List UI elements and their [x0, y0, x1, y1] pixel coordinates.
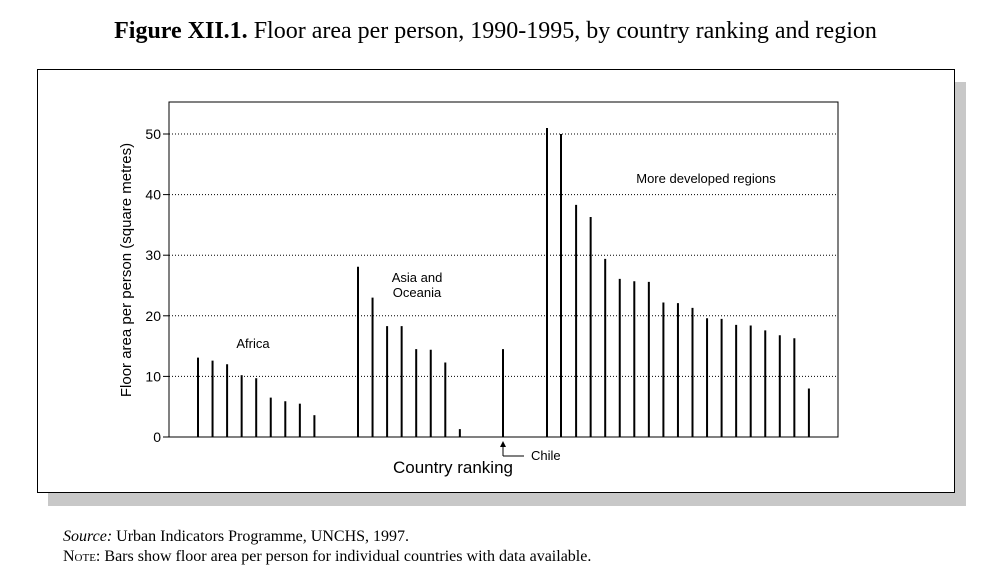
x-axis-label: Country ranking — [393, 458, 513, 477]
annotation-chile: Chile — [531, 448, 561, 463]
annotation-asia-line2: Oceania — [393, 285, 442, 300]
note-text: Bars show floor area per person for indi… — [100, 548, 592, 565]
y-tick-label: 40 — [145, 187, 161, 203]
y-tick-label: 20 — [145, 308, 161, 324]
annotation-asia-line1: Asia and — [392, 270, 443, 285]
bars — [197, 127, 810, 437]
chile-arrowhead — [500, 441, 506, 447]
plot-frame — [168, 101, 839, 438]
source-line: Source: Urban Indicators Programme, UNCH… — [63, 528, 409, 546]
labels: 0 10 20 30 40 50 Floor area per person (square… — [118, 126, 776, 477]
note-line: Note: Bars show floor area per person fo… — [63, 548, 591, 566]
chart-panel — [37, 69, 955, 493]
y-axis-label: Floor area per person (square metres) — [118, 143, 135, 397]
grid-lines — [169, 133, 838, 377]
annotation-africa: Africa — [236, 336, 270, 351]
y-tick-label: 0 — [153, 429, 161, 445]
y-tick-label: 50 — [145, 126, 161, 142]
figure-title-text: Floor area per person, 1990-1995, by cou… — [247, 18, 877, 44]
annotation-more-developed: More developed regions — [636, 171, 776, 186]
source-text: Urban Indicators Programme, UNCHS, 1997. — [112, 528, 410, 545]
y-tick-label: 30 — [145, 247, 161, 263]
y-tick-label: 10 — [145, 368, 161, 384]
note-label: Note: — [63, 548, 101, 565]
axes — [163, 101, 839, 457]
figure-title-label: Figure XII.1. — [114, 18, 248, 44]
figure-title: Figure XII.1. Floor area per person, 199… — [0, 18, 991, 45]
source-label: Source: — [63, 528, 113, 545]
